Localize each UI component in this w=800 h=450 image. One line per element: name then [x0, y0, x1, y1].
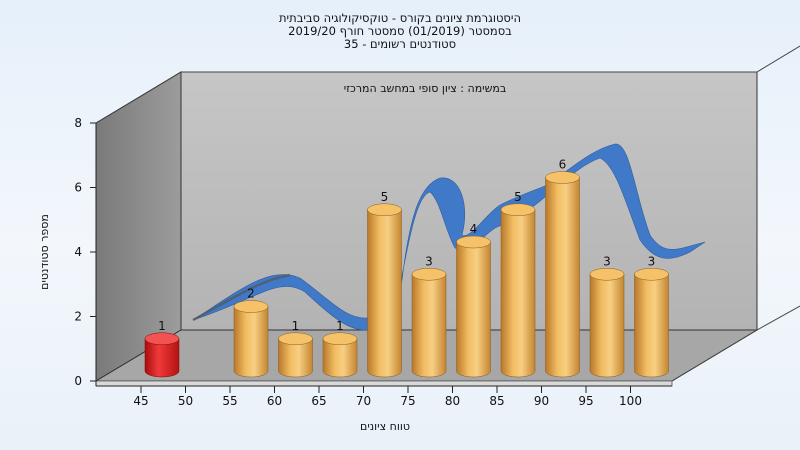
- bar-value-label: 3: [425, 254, 433, 268]
- bar-top: [456, 235, 491, 249]
- bar-value-label: 1: [292, 319, 300, 333]
- bar-top: [367, 203, 402, 216]
- bar-top: [233, 300, 269, 313]
- right-floor-edge: [671, 329, 758, 382]
- bar-45: 1: [144, 319, 180, 378]
- bar-top: [500, 203, 536, 216]
- bar-value-label: 3: [603, 254, 611, 268]
- bar-top: [634, 268, 669, 281]
- distribution-curve-ribbon: [192, 143, 706, 331]
- bar-body: [367, 209, 402, 378]
- x-tick-label: 45: [133, 394, 148, 408]
- x-tick-label: 100: [619, 394, 642, 408]
- bar-body: [322, 338, 358, 378]
- y-tick-label: 0: [74, 374, 82, 388]
- y-tick-label: 4: [74, 245, 82, 259]
- bar-value-label: 1: [158, 319, 166, 333]
- chart-title-line-1: היסטוגרמת ציונים בקורס - טוקסיקולוגיה סב…: [279, 11, 521, 25]
- x-tick-label: 95: [578, 394, 593, 408]
- bar-value-label: 6: [559, 158, 567, 172]
- x-tick-label: 80: [445, 394, 460, 408]
- bar-value-label: 1: [336, 319, 344, 333]
- chart-subtitle: במשימה : ציון סופי במחשב המרכזי: [344, 82, 507, 95]
- bar-body: [144, 338, 180, 378]
- x-tick-label: 65: [311, 394, 326, 408]
- bar-95: 3: [589, 254, 625, 378]
- right-edge: [756, 305, 800, 331]
- y-tick-label: 8: [74, 116, 82, 130]
- chart-title-line-3: סטודנטים רשומים - 35: [344, 37, 456, 51]
- x-axis: 45 50 55 60 65 70 75 80 85 90 95 100: [96, 385, 672, 408]
- bar-80: 4: [456, 222, 491, 378]
- x-axis-title: טווח ציונים: [360, 420, 410, 433]
- y-tick-label: 6: [74, 181, 82, 195]
- distribution-curve-edge: [192, 273, 291, 322]
- bar-top: [589, 268, 625, 281]
- bar-value-label: 5: [381, 190, 389, 204]
- bar-value-label: 4: [470, 222, 478, 236]
- bar-body: [634, 274, 669, 378]
- bar-55: 2: [233, 287, 269, 378]
- x-tick-label: 85: [489, 394, 504, 408]
- x-tick-label: 75: [400, 394, 415, 408]
- bar-60: 1: [278, 319, 313, 378]
- bar-75: 3: [411, 254, 447, 378]
- bar-body: [278, 338, 313, 378]
- bar-90: 6: [545, 158, 580, 378]
- x-tick-label: 60: [267, 394, 282, 408]
- bar-body: [500, 209, 536, 378]
- distribution-curve: [192, 143, 706, 331]
- top-edge: [95, 45, 800, 124]
- bar-value-label: 3: [648, 254, 656, 268]
- bar-body: [233, 306, 269, 378]
- bar-top: [322, 332, 358, 345]
- front-base: [95, 380, 673, 387]
- bar-value-label: 2: [247, 287, 255, 301]
- x-tick-label: 50: [178, 394, 193, 408]
- bar-top: [545, 171, 580, 184]
- y-axis-title: מספר סטודנטים: [38, 214, 51, 290]
- bar-top: [411, 268, 447, 281]
- bar-100: 3: [634, 254, 669, 378]
- bar-70: 5: [367, 190, 402, 378]
- y-axis: 0 2 4 6 8: [74, 116, 97, 388]
- x-tick-label: 55: [222, 394, 237, 408]
- bar-85: 5: [500, 190, 536, 378]
- bar-65: 1: [322, 319, 358, 378]
- bar-body: [456, 241, 491, 378]
- bar-top: [144, 332, 180, 345]
- bar-value-label: 5: [514, 190, 522, 204]
- bar-body: [545, 177, 580, 378]
- x-tick-label: 90: [534, 394, 549, 408]
- y-tick-label: 2: [74, 310, 82, 324]
- bar-top: [278, 332, 313, 345]
- chart-title-line-2: בסמסטר (01/2019) סמסטר חורף 2019/20: [288, 24, 512, 38]
- x-tick-label: 70: [356, 394, 371, 408]
- bars: 1 2 1 1 5 3 4 5 6 3 3: [144, 158, 669, 378]
- bar-body: [411, 274, 447, 378]
- bar-body: [589, 274, 625, 378]
